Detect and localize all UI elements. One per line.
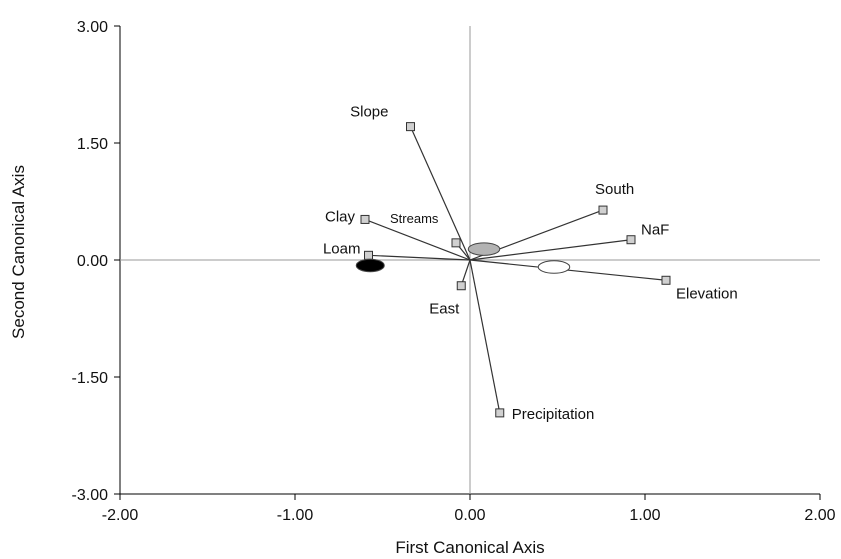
vector-marker [598,205,608,215]
group-centroid [537,260,571,274]
y-tick-label: -3.00 [72,487,109,504]
y-tick-label: 0.00 [77,253,108,270]
vector-label: Clay [325,208,356,225]
vector-label: Loam [323,240,361,257]
vector-marker [406,122,415,132]
vector-label: NaF [641,222,669,239]
x-tick-label: -2.00 [102,507,139,524]
tick-labels: 3.00 1.50 0.00 -1.50 -3.00 -2.00 -1.00 0.00 1.00… [72,19,836,524]
group-centroid [467,242,501,256]
vector-line [469,239,632,261]
axes [114,25,821,500]
group-centroids [355,242,571,274]
vector-marker [364,250,373,260]
x-tick-label: 2.00 [804,507,835,524]
vector-marker [495,408,505,418]
vector-label: South [595,181,634,198]
vector-marker [626,235,636,245]
vector-label: East [429,301,460,318]
group-centroid [355,258,385,273]
vector-label: Streams [390,211,439,226]
vector-label: Slope [350,104,388,121]
x-tick-label: 0.00 [454,507,485,524]
vector-marker [661,275,671,285]
vector-marker [451,238,461,248]
vectors: Slope South NaF Clay Streams Loam East Elevatio… [323,104,738,423]
vector-marker [456,281,466,291]
y-tick-label: -1.50 [72,370,109,387]
x-axis-title: First Canonical Axis [395,538,544,557]
y-tick-label: 1.50 [77,136,108,153]
y-tick-label: 3.00 [77,19,108,36]
y-axis-title: Second Canonical Axis [9,165,28,339]
x-tick-label: 1.00 [629,507,660,524]
vector-label: Precipitation [512,406,595,423]
vector-line [364,218,471,261]
vector-marker [360,214,370,224]
vector-line [409,126,471,261]
vector-line [368,254,471,261]
vector-line [469,259,501,413]
x-tick-label: -1.00 [277,507,314,524]
vector-label: Elevation [676,285,738,302]
